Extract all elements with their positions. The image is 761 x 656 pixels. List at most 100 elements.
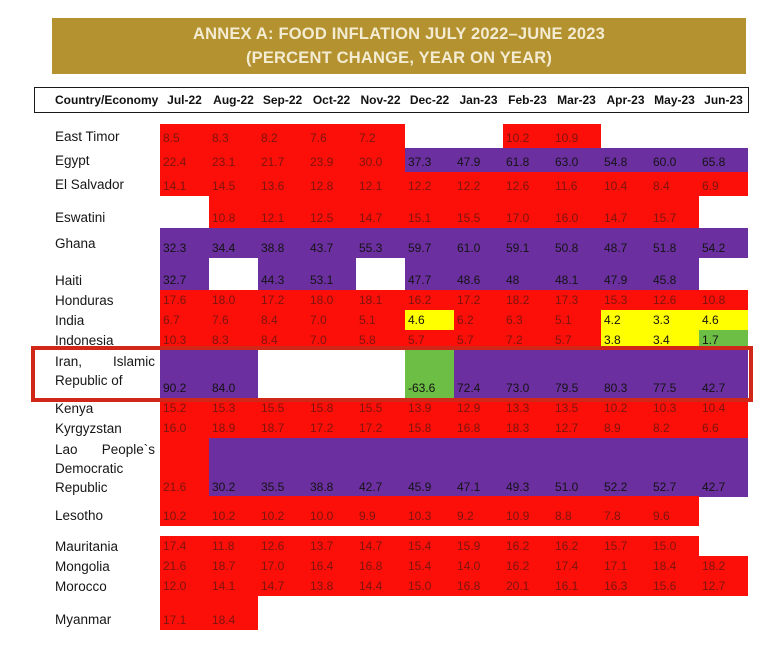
value-cell: 8.3 [209, 124, 258, 148]
value-cell: 12.6 [258, 536, 307, 556]
value-cell: 11.6 [552, 172, 601, 196]
value-cell: 20.1 [503, 576, 552, 596]
value-cell [356, 196, 405, 206]
value-cell [699, 536, 748, 556]
value-cell: 38.8 [307, 438, 356, 497]
value-cell [209, 496, 258, 504]
table-row: Myanmar 17.1 18.4 [35, 608, 748, 630]
value-cell [699, 196, 748, 206]
value-cell: 14.0 [454, 556, 503, 576]
value-cell: 8.2 [258, 124, 307, 148]
value-cell: 11.8 [209, 536, 258, 556]
value-cell [160, 526, 209, 536]
value-cell [503, 196, 552, 206]
value-cell: 21.7 [258, 148, 307, 172]
value-cell: 17.1 [160, 608, 209, 630]
value-cell: 16.2 [503, 536, 552, 556]
header-cell-month: Oct-22 [312, 93, 351, 107]
table-row: East Timor 8.5 8.3 8.2 7.6 7.2 10.2 10.9 [35, 124, 748, 148]
country-label: East Timor [55, 128, 120, 144]
value-cell: 47.9 [454, 148, 503, 172]
value-cell: 17.0 [503, 206, 552, 228]
value-cell [552, 258, 601, 270]
value-cell: 16.8 [454, 576, 503, 596]
value-cell: 15.3 [601, 290, 650, 310]
value-cell: 1.7 [699, 330, 748, 350]
value-cell: 6.7 [160, 310, 209, 330]
value-cell: 17.2 [258, 290, 307, 310]
header-cell-month: Jan-23 [459, 93, 498, 107]
value-cell: 12.5 [307, 206, 356, 228]
value-cell: 8.9 [601, 418, 650, 438]
value-cell: 12.0 [160, 576, 209, 596]
country-label [35, 196, 160, 206]
value-cell [699, 526, 748, 536]
value-cell: 14.7 [258, 576, 307, 596]
country-label: Kyrgyzstan [55, 420, 122, 436]
value-cell [503, 526, 552, 536]
value-cell: 72.4 [454, 350, 503, 398]
value-cell: 10.8 [699, 290, 748, 310]
value-cell: 17.2 [454, 290, 503, 310]
value-cell: 50.8 [552, 228, 601, 258]
value-cell [209, 196, 258, 206]
value-cell: 3.3 [650, 310, 699, 330]
value-cell: 12.7 [552, 418, 601, 438]
value-cell: 7.0 [307, 310, 356, 330]
value-cell [454, 496, 503, 504]
value-cell [307, 596, 356, 608]
header-cell-month: Nov-22 [360, 93, 401, 107]
value-cell: 10.2 [601, 398, 650, 418]
value-cell [650, 124, 699, 148]
country-label: Egypt [55, 152, 90, 168]
value-cell [601, 196, 650, 206]
value-cell [552, 596, 601, 608]
value-cell: 16.4 [307, 556, 356, 576]
value-cell: 13.7 [307, 536, 356, 556]
value-cell: 8.5 [160, 124, 209, 148]
country-label [35, 596, 160, 608]
title-line-2: (PERCENT CHANGE, YEAR ON YEAR) [245, 49, 553, 67]
value-cell: 8.4 [650, 172, 699, 196]
value-cell: 15.5 [258, 398, 307, 418]
value-cell: 52.2 [601, 438, 650, 497]
value-cell [160, 596, 209, 608]
value-cell: 16.0 [552, 206, 601, 228]
value-cell: 48.7 [601, 228, 650, 258]
table-row: Mongolia 21.6 18.7 17.0 16.4 16.8 15.4 14.0 16.2… [35, 556, 748, 576]
value-cell [307, 496, 356, 504]
table-spacer-row [35, 496, 748, 504]
value-cell [405, 196, 454, 206]
value-cell: 10.2 [160, 504, 209, 526]
value-cell: 45.8 [650, 270, 699, 290]
country-label [35, 526, 160, 536]
value-cell: 17.0 [258, 556, 307, 576]
value-cell [650, 608, 699, 630]
value-cell [454, 596, 503, 608]
value-cell: 7.2 [356, 124, 405, 148]
iran-highlight-box [31, 346, 753, 402]
value-cell: 17.4 [160, 536, 209, 556]
value-cell [160, 206, 209, 228]
value-cell [160, 258, 209, 270]
country-label: Indonesia [55, 332, 114, 348]
value-cell: 15.8 [405, 418, 454, 438]
value-cell [454, 196, 503, 206]
table-row: Haiti 32.7 44.3 53.1 47.7 48.6 48 48.1 47.9 45.8 [35, 270, 748, 290]
country-label [35, 496, 160, 504]
value-cell [356, 258, 405, 270]
value-cell [454, 526, 503, 536]
value-cell [307, 526, 356, 536]
value-cell [601, 608, 650, 630]
value-cell: 35.5 [258, 438, 307, 497]
table-row: Kenya 15.2 15.3 15.5 15.8 15.5 13.9 12.9 13.3 13.… [35, 398, 748, 418]
country-label: India [55, 312, 85, 328]
table-spacer-row [35, 196, 748, 206]
value-cell: 45.9 [405, 438, 454, 497]
country-label: Haiti [55, 272, 83, 288]
value-cell [405, 608, 454, 630]
value-cell: 15.2 [160, 398, 209, 418]
value-cell: 17.6 [160, 290, 209, 310]
value-cell: 52.7 [650, 438, 699, 497]
value-cell: 18.7 [258, 418, 307, 438]
